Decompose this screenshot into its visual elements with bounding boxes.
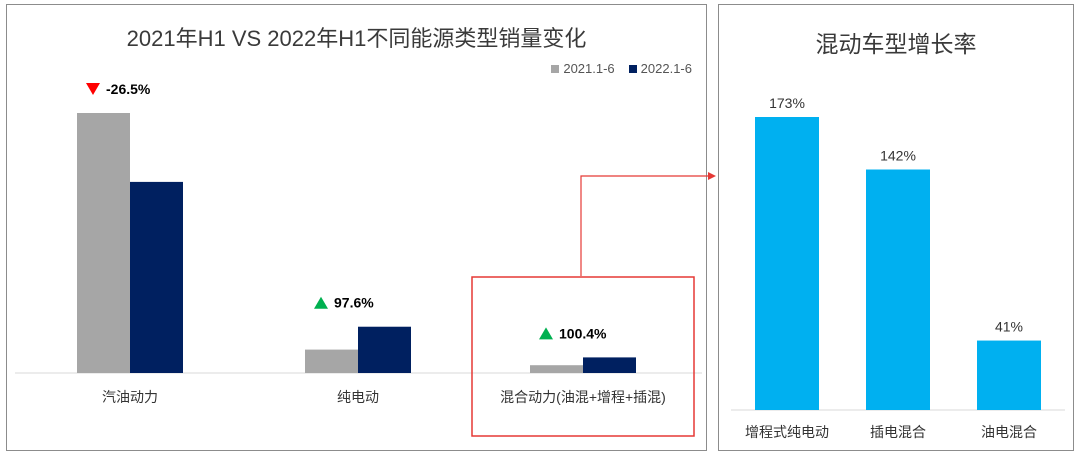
bar-2021-1 [305,349,358,373]
bar-2022-2 [583,357,636,373]
growth-bar-2 [977,340,1041,410]
legend: 2021.1-6 2022.1-6 [551,61,692,76]
growth-category-label-1: 插电混合 [870,424,926,440]
legend-label-2022: 2022.1-6 [640,61,692,76]
growth-value-label-0: 173% [769,95,805,111]
up-arrow-icon [539,327,553,340]
growth-category-label-0: 增程式纯电动 [745,424,829,440]
change-annotation-2: 100.4% [559,325,607,341]
connector-arrowhead-icon [708,172,716,180]
bar-2022-1 [358,326,411,373]
legend-item-2021: 2021.1-6 [551,61,615,76]
left-chart-plot: 汽油动力 -26.5% 纯电动 97.6% 混合动力(油混+增程+插混) 100.4% [15,81,702,437]
growth-value-label-2: 41% [995,319,1023,335]
legend-item-2022: 2022.1-6 [628,61,692,76]
right-chart-panel: 混动车型增长率 173% 增程式纯电动 142% 插电混合 41% 油电混合 [718,4,1074,451]
up-arrow-icon [314,296,328,309]
legend-swatch-2022 [628,64,637,73]
left-chart-title: 2021年H1 VS 2022年H1不同能源类型销量变化 [126,26,587,51]
legend-label-2021: 2021.1-6 [563,61,615,76]
change-annotation-0: -26.5% [106,81,151,97]
change-annotation-1: 97.6% [334,295,374,311]
legend-swatch-2021 [551,64,560,73]
bar-2022-0 [130,181,183,373]
bar-2021-2 [530,365,583,373]
growth-bar-0 [755,117,819,410]
growth-bar-1 [866,169,930,410]
down-arrow-icon [86,83,100,95]
category-label-0: 汽油动力 [102,389,158,405]
growth-value-label-1: 142% [880,148,916,164]
bar-2021-0 [77,113,130,373]
category-label-1: 纯电动 [337,389,379,405]
hybrid-highlight-box [471,276,695,437]
left-chart-panel: 2021年H1 VS 2022年H1不同能源类型销量变化 2021.1-6 20… [6,4,707,451]
category-label-2: 混合动力(油混+增程+插混) [500,389,666,405]
right-chart-title: 混动车型增长率 [815,31,977,57]
right-chart-plot: 173% 增程式纯电动 142% 插电混合 41% 油电混合 [731,95,1065,440]
growth-category-label-2: 油电混合 [981,424,1037,440]
